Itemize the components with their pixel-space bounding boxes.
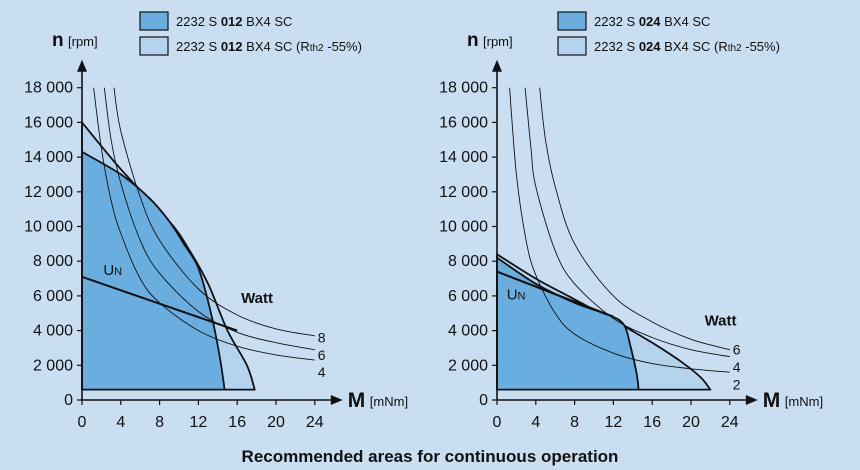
x-tick-label: 0 [78,414,87,431]
figure-caption: Recommended areas for continuous operati… [242,447,619,466]
x-axis-label: M [348,389,366,412]
x-axis-arrow [745,395,758,405]
watt-curve-label: 4 [733,359,741,375]
y-tick-label: 18 000 [439,80,488,97]
legend-swatch-light [557,36,587,56]
legend-swatch-dark [139,11,169,31]
x-tick-label: 24 [306,414,324,431]
y-tick-label: 4 000 [448,323,488,340]
watt-curve-4 [93,87,315,361]
y-axis-unit: [rpm] [483,34,513,49]
rated-voltage-line [496,270,614,318]
y-axis-arrow [492,59,502,72]
x-tick-label: 24 [721,414,739,431]
y-axis-label: n [52,30,64,51]
watt-curve-6 [103,87,315,351]
x-tick-label: 4 [531,414,540,431]
x-axis-arrow [330,395,343,405]
y-tick-label: 2 000 [448,357,488,374]
y-tick-label: 12 000 [24,184,73,201]
y-tick-label: 6 000 [448,288,488,305]
watt-title: Watt [705,312,737,329]
x-tick-label: 4 [116,414,125,431]
y-tick-label: 16 000 [24,114,73,131]
watt-curve-label: 6 [318,347,326,363]
y-tick-label: 18 000 [24,80,73,97]
watt-curve-6 [539,87,730,351]
y-tick-label: 10 000 [439,219,488,236]
rated-voltage-line [81,275,238,332]
rated-voltage-label: UN [103,262,122,279]
watt-curve-label: 8 [318,330,326,346]
y-tick-label: 14 000 [24,149,73,166]
y-tick-label: 2 000 [33,357,73,374]
legend-swatch-dark [557,11,587,31]
watt-curve-label: 4 [318,364,326,380]
watt-curve-8 [113,87,315,337]
y-tick-label: 10 000 [24,219,73,236]
watt-curve-label: 2 [733,376,741,392]
legend-entry: 2232 S 024 BX4 SC [594,14,710,29]
legend-entry: 2232 S 012 BX4 SC (Rth2 -55%) [176,39,362,54]
x-axis-label: M [763,389,781,412]
y-tick-label: 0 [479,392,488,409]
y-tick-label: 12 000 [439,184,488,201]
y-tick-label: 16 000 [439,114,488,131]
y-tick-label: 8 000 [33,253,73,270]
y-axis-unit: [rpm] [68,34,98,49]
legend-entry: 2232 S 012 BX4 SC [176,14,292,29]
x-tick-label: 8 [570,414,579,431]
x-tick-label: 20 [682,414,700,431]
x-tick-label: 20 [267,414,285,431]
y-axis-arrow [77,59,87,72]
operating-area-dark [496,256,640,391]
y-axis-label: n [467,30,479,51]
x-axis-unit: [mNm] [785,394,823,409]
legend-swatch-light [139,36,169,56]
x-axis-unit: [mNm] [370,394,408,409]
y-tick-label: 14 000 [439,149,488,166]
legend-entry: 2232 S 024 BX4 SC (Rth2 -55%) [594,39,780,54]
x-tick-label: 8 [155,414,164,431]
operating-area-dark [81,151,226,391]
y-tick-label: 4 000 [33,323,73,340]
y-tick-label: 0 [64,392,73,409]
watt-curve-4 [524,87,730,358]
watt-curve-2 [509,87,730,373]
rated-voltage-label: UN [507,286,526,303]
x-tick-label: 12 [190,414,208,431]
x-tick-label: 0 [493,414,502,431]
x-tick-label: 12 [605,414,623,431]
y-tick-label: 8 000 [448,253,488,270]
y-tick-label: 6 000 [33,288,73,305]
watt-title: Watt [241,290,273,307]
x-tick-label: 16 [228,414,246,431]
x-tick-label: 16 [643,414,661,431]
watt-curve-label: 6 [733,342,741,358]
